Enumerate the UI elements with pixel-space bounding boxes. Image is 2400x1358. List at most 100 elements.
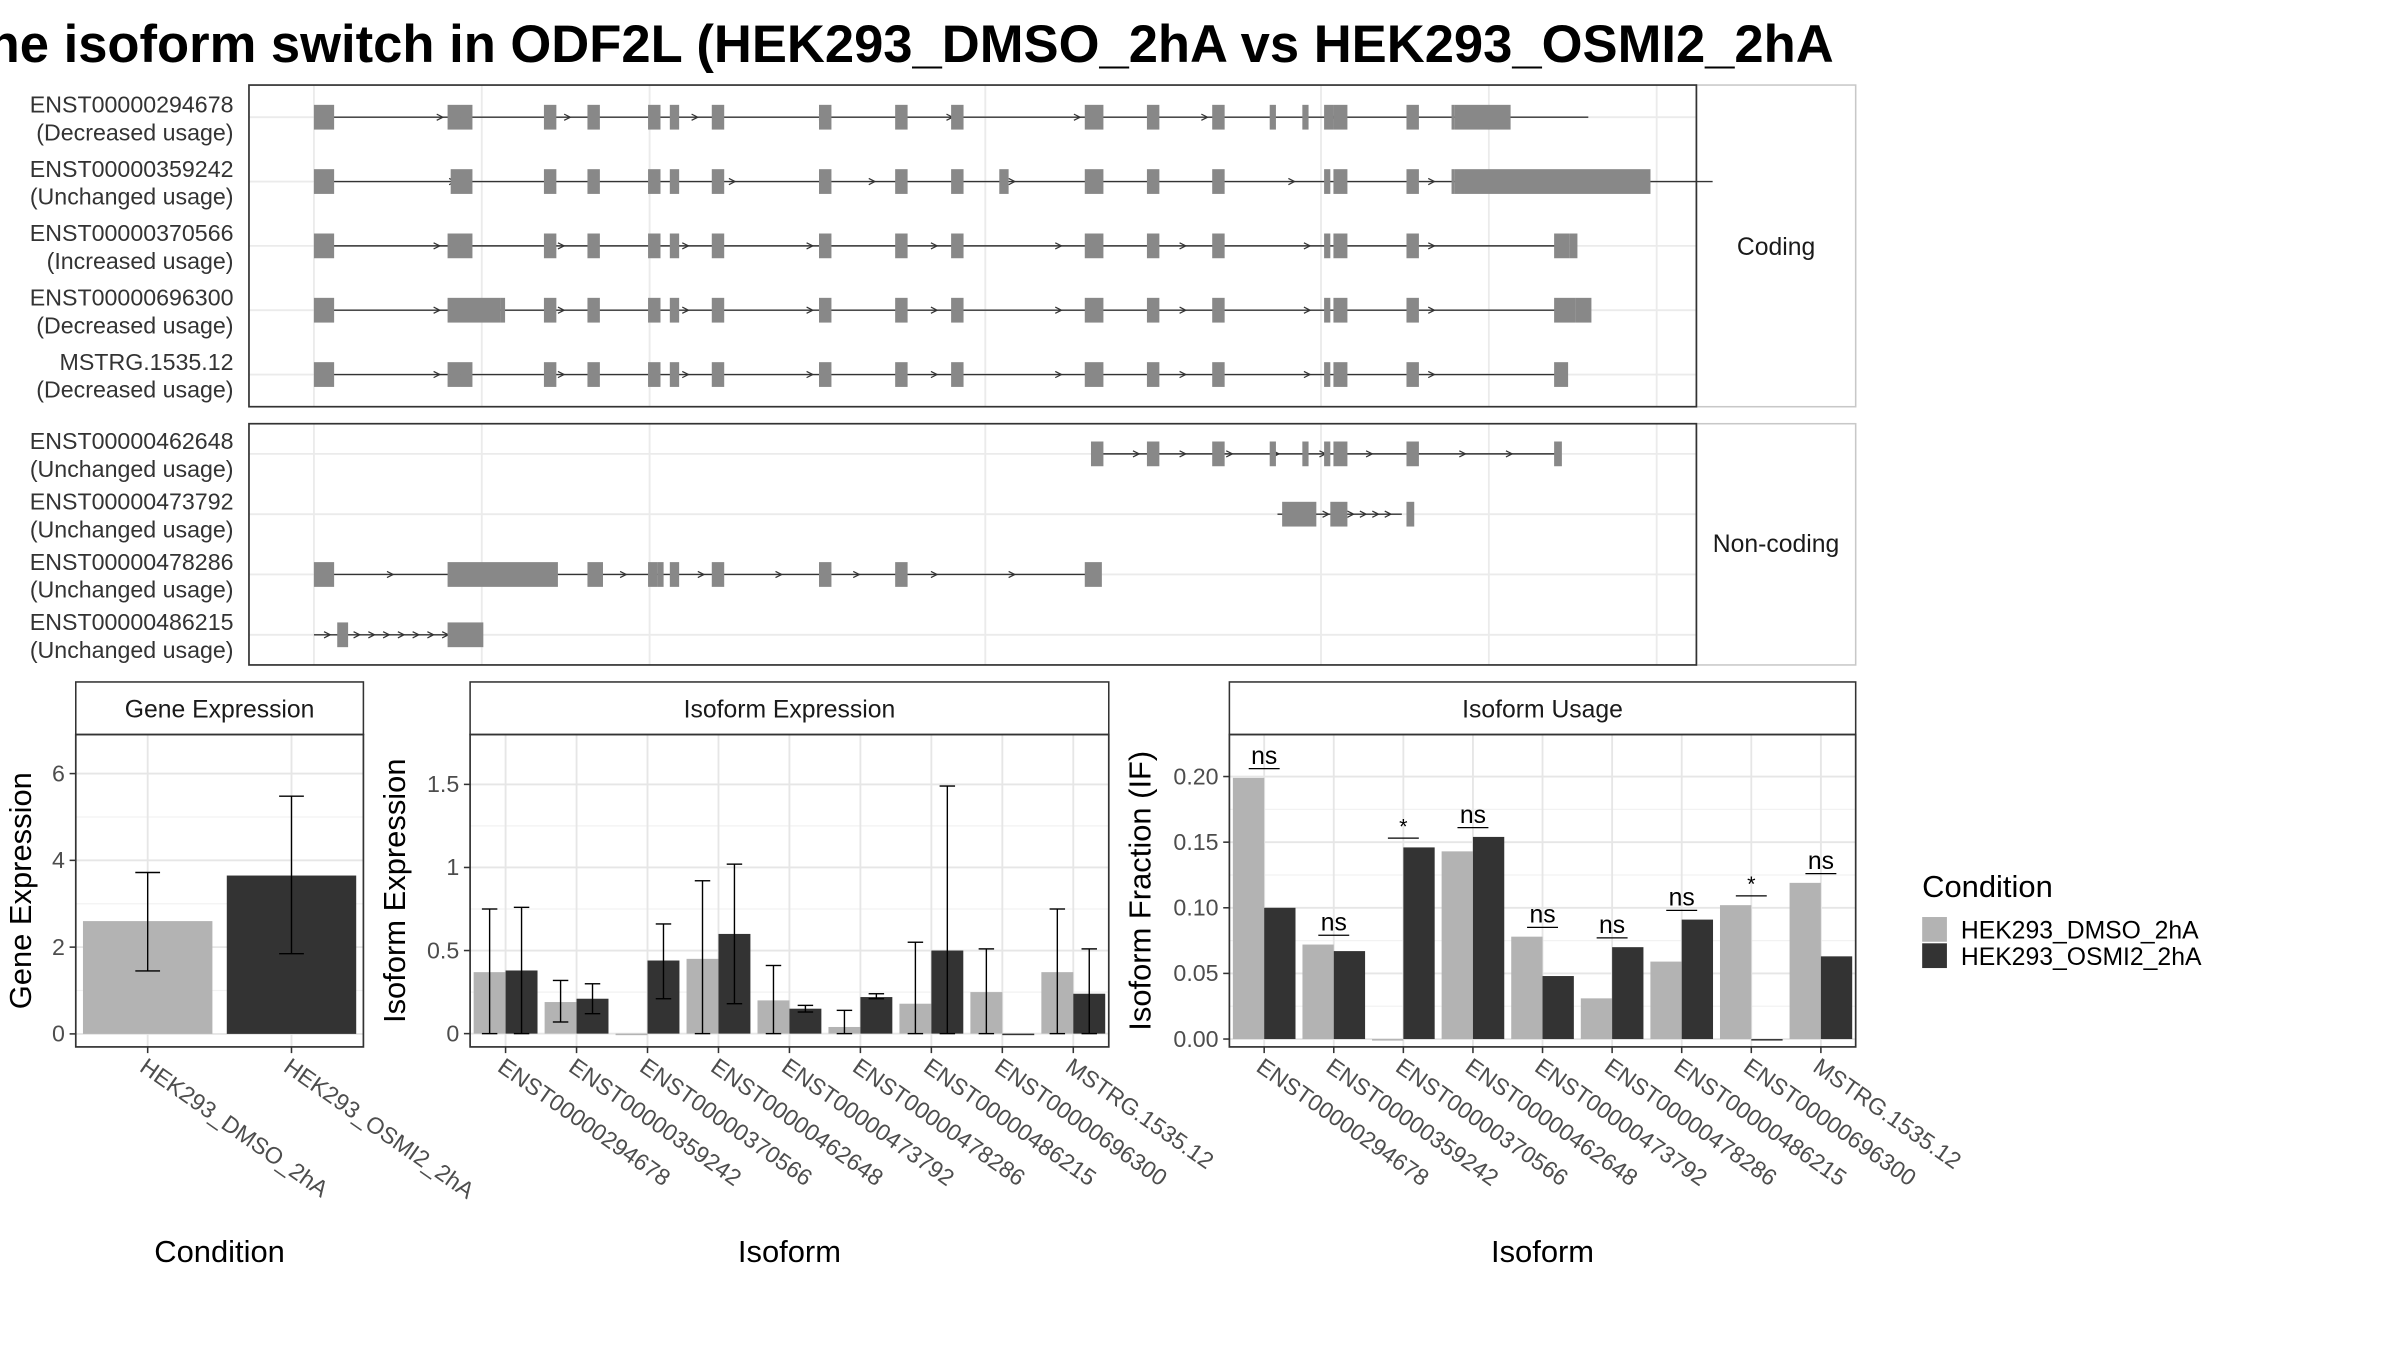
strand-arrow <box>681 242 690 250</box>
exon <box>313 562 335 587</box>
exon <box>1451 169 1455 194</box>
transcript-usage-label: (Decreased usage) <box>36 119 233 145</box>
bar <box>1751 1039 1783 1041</box>
y-tick-label: 2 <box>52 934 65 960</box>
transcript-id-label: MSTRG.1535.12 <box>60 349 234 375</box>
transcript-row <box>313 362 1569 387</box>
coding-structure-panel: Coding ENST00000294678(Decreased usage)E… <box>30 84 1857 408</box>
strand-arrow <box>930 570 939 579</box>
exon <box>543 169 557 194</box>
exon <box>951 169 964 194</box>
exon <box>1146 169 1160 194</box>
exon <box>895 297 908 323</box>
error-bar <box>797 1004 814 1013</box>
strand-arrow <box>353 631 362 639</box>
strand-arrow <box>1288 177 1296 186</box>
exon <box>447 362 461 387</box>
exon <box>587 104 600 130</box>
strand-arrow <box>691 113 700 121</box>
strand-arrow <box>386 570 395 579</box>
transcript-usage-label: (Increased usage) <box>47 248 234 274</box>
strand-arrow <box>1179 242 1188 250</box>
chart-title: Gene Expression <box>125 697 315 724</box>
strand-arrow <box>368 631 376 639</box>
strand-arrow <box>557 242 566 250</box>
exon <box>543 233 557 259</box>
exon <box>895 233 908 259</box>
exon <box>1269 104 1276 130</box>
exon <box>1330 501 1348 527</box>
strand-arrow <box>1359 510 1368 518</box>
strand-arrow <box>433 306 442 314</box>
y-tick-label: 6 <box>52 760 65 786</box>
strand-arrow <box>1008 570 1017 579</box>
exon <box>951 297 964 323</box>
transcript-row <box>1277 501 1415 527</box>
exon <box>1212 297 1225 323</box>
exon <box>543 297 557 323</box>
legend-label-osmi2: HEK293_OSMI2_2hA <box>1961 944 2202 971</box>
strand-arrow <box>1427 306 1436 314</box>
exon <box>313 233 335 259</box>
exon <box>669 233 680 259</box>
transcript-id-label: ENST00000462648 <box>30 428 234 454</box>
exon <box>313 297 335 323</box>
error-bar <box>655 923 672 1000</box>
exon <box>951 362 964 387</box>
strand-arrow <box>557 306 566 314</box>
error-bar <box>836 1009 853 1035</box>
error-bar <box>1049 908 1066 1035</box>
noncoding-structure-panel: Non-coding ENST00000462648(Unchanged usa… <box>30 422 1857 666</box>
error-bar <box>279 795 304 955</box>
exon <box>951 104 964 130</box>
strand-arrow <box>930 306 939 314</box>
y-tick-label: 0.00 <box>1173 1026 1218 1052</box>
x-axis-label: Isoform <box>1491 1234 1594 1269</box>
exon <box>1212 169 1225 194</box>
exon <box>669 104 680 130</box>
strand-arrow <box>323 631 332 639</box>
y-axis-label: Isoform Expression <box>377 758 412 1023</box>
exon <box>711 104 725 130</box>
exon <box>1212 233 1225 259</box>
exon <box>648 562 658 587</box>
exon <box>669 297 680 323</box>
exon <box>543 104 557 130</box>
error-bar <box>584 983 601 1015</box>
exon <box>648 233 661 259</box>
strand-arrow <box>1427 177 1436 186</box>
bar <box>789 1008 822 1034</box>
exon <box>1333 362 1348 387</box>
exon <box>1333 169 1348 194</box>
significance-label: ns <box>1808 848 1834 875</box>
transcript-usage-label: (Decreased usage) <box>36 377 233 403</box>
strand-arrow <box>427 631 435 639</box>
y-tick-label: 4 <box>52 847 65 873</box>
transcript-usage-label: (Decreased usage) <box>36 312 233 338</box>
error-bar <box>868 993 885 1000</box>
strand-arrow <box>1384 510 1393 518</box>
strand-arrow <box>557 370 566 379</box>
error-bar <box>907 941 924 1035</box>
significance-label: ns <box>1669 885 1695 912</box>
bar <box>1511 936 1543 1040</box>
transcript-id-label: ENST00000486215 <box>30 609 234 635</box>
strand-arrow <box>1427 370 1436 379</box>
exon <box>669 562 680 587</box>
transcript-row <box>1090 441 1562 467</box>
bar <box>1232 777 1265 1040</box>
noncoding-strip-label: Non-coding <box>1713 531 1839 558</box>
strand-arrow <box>1372 510 1380 518</box>
significance-label: ns <box>1599 912 1625 939</box>
bar <box>1333 951 1366 1040</box>
bar <box>1542 976 1574 1040</box>
exon <box>999 169 1009 194</box>
bar <box>860 997 893 1034</box>
exon <box>447 233 461 259</box>
exon <box>447 297 501 323</box>
y-tick-label: 1 <box>446 854 459 880</box>
strand-arrow <box>412 631 421 639</box>
bar <box>1719 905 1752 1040</box>
strand-arrow <box>806 306 815 314</box>
